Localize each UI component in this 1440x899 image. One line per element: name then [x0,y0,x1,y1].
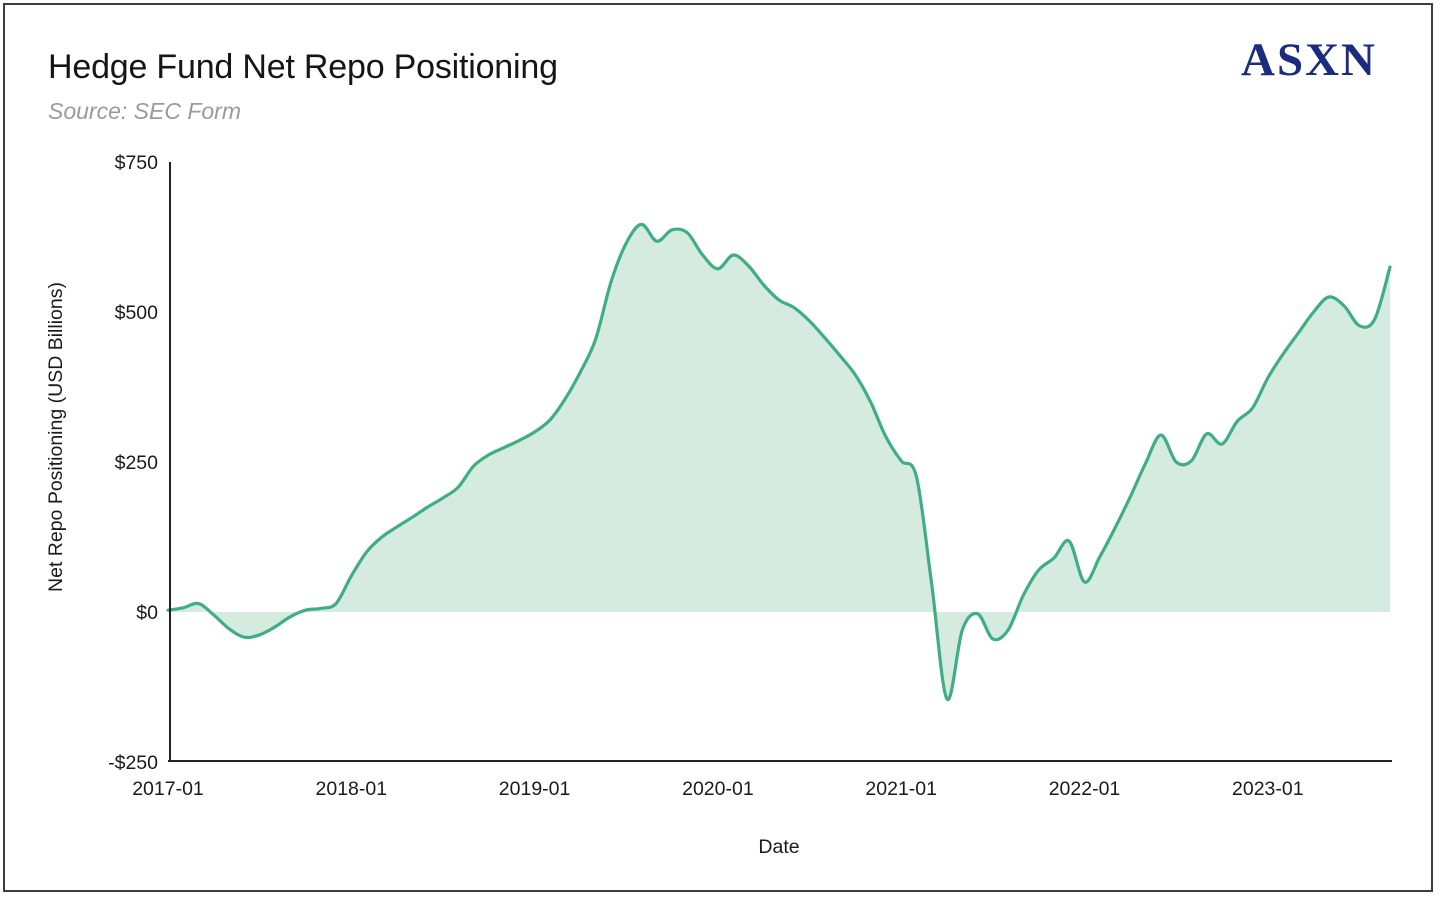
series-area-fill [168,224,1390,700]
x-tick-label: 2023-01 [1232,778,1304,800]
chart-title: Hedge Fund Net Repo Positioning [48,48,558,86]
y-tick-label: $750 [115,152,159,174]
x-tick-label: 2020-01 [682,778,754,800]
x-tick-label: 2019-01 [499,778,571,800]
series-line [166,222,1392,701]
y-tick-label: $0 [136,602,158,624]
x-tick-label: 2021-01 [865,778,937,800]
x-axis-title: Date [758,836,799,858]
asxn-logo: ASXN [1241,34,1377,86]
chart-source-subtitle: Source: SEC Form [48,98,241,124]
x-tick-label: 2022-01 [1049,778,1121,800]
y-tick-label: $250 [115,452,159,474]
x-tick-label: 2017-01 [132,778,204,800]
y-tick-label: -$250 [108,752,158,774]
x-tick-label: 2018-01 [316,778,388,800]
y-axis-title: Net Repo Positioning (USD Billions) [45,282,67,592]
y-tick-label: $500 [115,302,159,324]
